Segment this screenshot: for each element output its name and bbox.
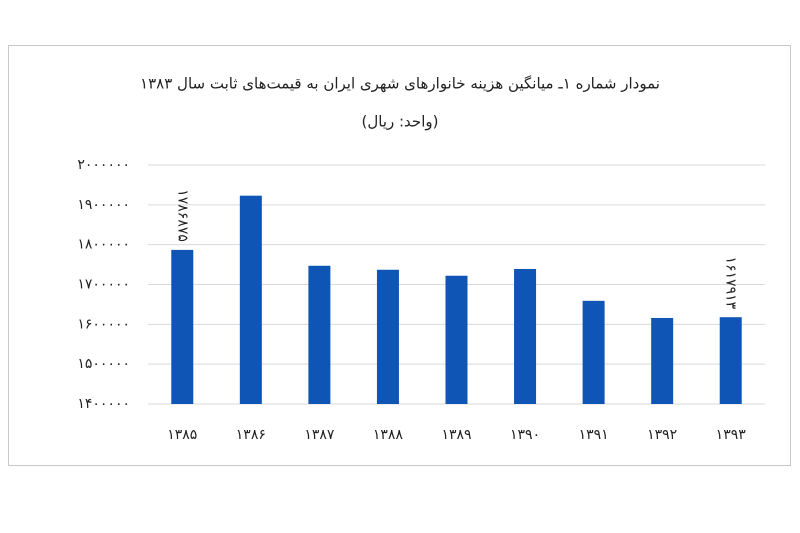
bar (171, 249, 194, 404)
chart-subtitle: (واحد: ریال) (362, 113, 439, 131)
bar (308, 265, 331, 404)
bar (651, 317, 674, 404)
bar (445, 275, 468, 404)
x-tick-label: ۱۳۸۷ (304, 427, 335, 443)
x-tick-label: ۱۳۹۳ (716, 427, 747, 443)
value-label: ۱۷۸۶۸۷۵ (174, 189, 190, 242)
y-tick-label: ۱۵۰۰۰۰۰ (77, 356, 130, 372)
bar (376, 269, 399, 404)
x-tick-label: ۱۳۸۹ (441, 427, 471, 443)
x-tick-label: ۱۳۹۱ (579, 427, 609, 443)
y-tick-label: ۱۷۰۰۰۰۰ (77, 277, 130, 293)
y-tick-label: ۱۹۰۰۰۰۰ (77, 197, 130, 213)
value-label: ۱۶۱۷۹۱۳ (723, 257, 739, 310)
x-tick-label: ۱۳۹۰ (510, 427, 540, 443)
chart-title: نمودار شماره ۱ـ میانگین هزینه خانوارهای … (140, 75, 660, 93)
y-tick-label: ۲۰۰۰۰۰۰ (77, 157, 130, 173)
y-tick-label: ۱۸۰۰۰۰۰ (77, 237, 130, 253)
y-tick-label: ۱۴۰۰۰۰۰ (77, 396, 130, 412)
x-tick-label: ۱۳۸۸ (373, 427, 404, 443)
bar (582, 300, 605, 404)
x-tick-label: ۱۳۸۶ (236, 427, 266, 443)
x-tick-label: ۱۳۹۲ (647, 427, 677, 443)
bar (514, 268, 537, 404)
bar (719, 317, 742, 404)
x-tick-label: ۱۳۸۵ (167, 427, 197, 443)
y-tick-label: ۱۶۰۰۰۰۰ (77, 316, 130, 332)
bar (239, 195, 262, 404)
